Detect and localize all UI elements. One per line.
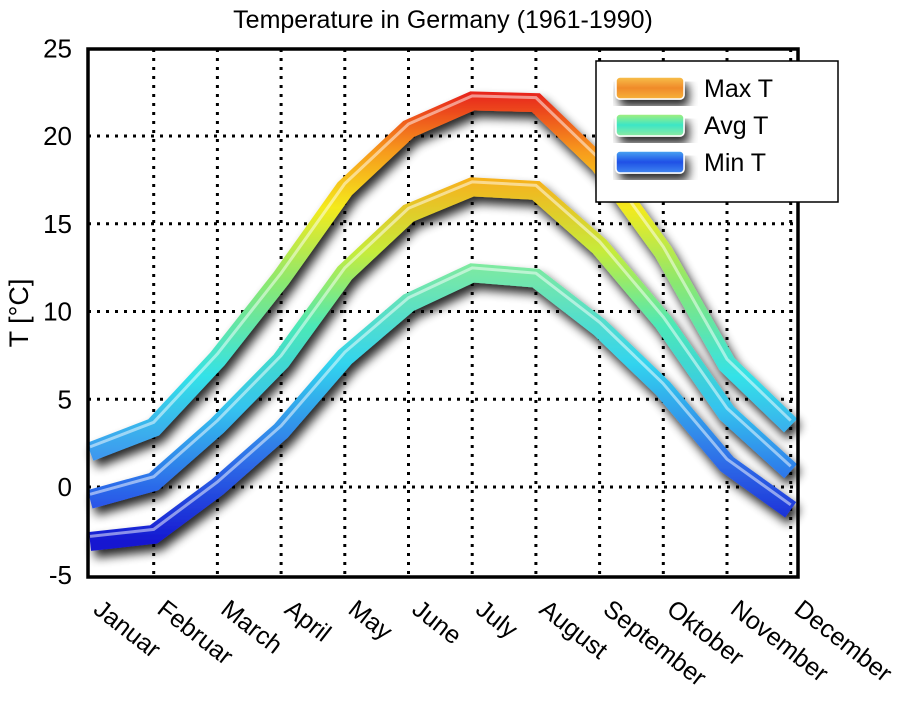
data-point — [279, 359, 283, 363]
data-point — [343, 271, 347, 275]
plot-frame — [86, 47, 800, 579]
y-tick-label: 25 — [43, 33, 72, 63]
y-axis-label: T [°C] — [4, 279, 34, 348]
legend-item: Min T — [615, 149, 766, 177]
y-tick-labels: -5 0 5 10 15 20 25 — [43, 33, 72, 590]
data-point — [725, 462, 729, 466]
data-point — [470, 271, 474, 275]
data-point — [598, 245, 602, 249]
legend-label: Max T — [704, 75, 773, 103]
series-highlight — [89, 180, 792, 496]
series-highlight — [89, 266, 792, 538]
data-point — [725, 362, 729, 366]
x-tick-label: Januar — [88, 595, 165, 664]
data-point — [215, 424, 219, 428]
y-tick-label: 0 — [58, 472, 72, 502]
data-point — [725, 411, 729, 415]
data-point — [343, 187, 347, 191]
data-point — [534, 188, 538, 192]
legend-swatch — [615, 150, 685, 174]
data-point — [789, 508, 793, 512]
data-point — [534, 101, 538, 105]
x-tick-label: May — [343, 595, 398, 646]
y-tick-label: 20 — [43, 121, 72, 151]
series-line — [86, 91, 798, 461]
series-line — [88, 263, 797, 551]
series-min-t — [88, 263, 797, 551]
legend: Max T Avg T Min T — [595, 60, 839, 203]
data-point — [152, 425, 156, 429]
y-tick-label: 10 — [43, 297, 72, 327]
legend-swatch — [615, 113, 685, 137]
data-point — [215, 485, 219, 489]
x-tick-label: August — [534, 595, 613, 665]
data-point — [407, 127, 411, 131]
data-point — [152, 532, 156, 536]
data-point — [470, 185, 474, 189]
data-point — [598, 325, 602, 329]
legend-label: Min T — [704, 149, 766, 177]
legend-item: Max T — [615, 75, 773, 103]
legend-label: Avg T — [704, 112, 768, 140]
data-point — [534, 276, 538, 280]
x-tick-label: July — [471, 595, 524, 645]
data-point — [407, 211, 411, 215]
data-point — [343, 355, 347, 359]
series-avg-t — [87, 177, 798, 509]
data-point — [661, 250, 665, 254]
data-point — [407, 301, 411, 305]
data-point — [215, 357, 219, 361]
data-point — [279, 429, 283, 433]
data-point — [470, 99, 474, 103]
y-tick-label: 5 — [58, 384, 72, 414]
y-tick-label: 15 — [43, 209, 72, 239]
x-tick-label: June — [407, 595, 467, 650]
data-point — [789, 469, 793, 473]
data-point — [152, 480, 156, 484]
series-line — [87, 177, 798, 509]
y-tick-label: -5 — [49, 560, 72, 590]
legend-item: Avg T — [615, 112, 768, 140]
legend-swatch — [615, 76, 685, 100]
series-max-t — [86, 91, 798, 461]
series-highlight — [89, 94, 792, 449]
data-point — [279, 276, 283, 280]
chart-title: Temperature in Germany (1961-1990) — [233, 6, 653, 34]
data-point — [789, 424, 793, 428]
data-point — [661, 320, 665, 324]
data-point — [661, 387, 665, 391]
x-tick-label: April — [279, 595, 336, 648]
series-layer — [86, 91, 798, 551]
